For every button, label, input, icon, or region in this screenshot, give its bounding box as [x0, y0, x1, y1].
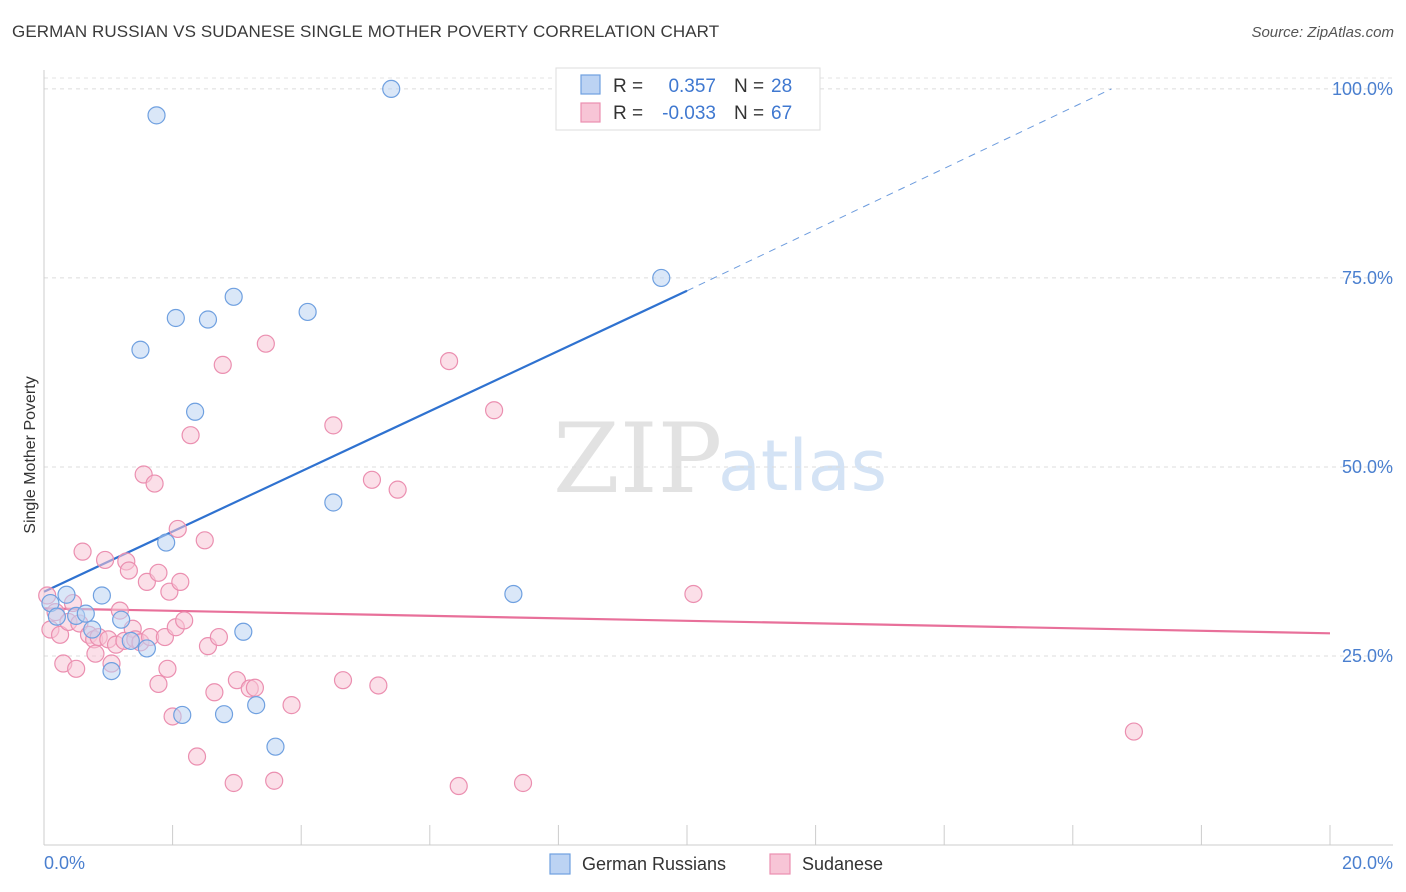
- data-points: [38, 79, 1143, 796]
- point-german-russians-17: [198, 310, 218, 329]
- point-german-russians-4: [76, 604, 95, 623]
- point-german-russians-20: [234, 622, 253, 641]
- point-german-russians-10: [131, 340, 150, 359]
- point-sudanese-45: [213, 355, 232, 374]
- y-tick-label-75: 75.0%: [1342, 268, 1393, 288]
- point-german-russians-6: [92, 586, 111, 605]
- point-german-russians-15: [173, 705, 192, 725]
- point-sudanese-38: [175, 611, 194, 630]
- gridlines: [44, 77, 1393, 657]
- point-sudanese-32: [158, 659, 177, 678]
- point-german-russians-24: [324, 493, 343, 512]
- point-sudanese-12: [86, 644, 105, 663]
- point-sudanese-62: [684, 584, 703, 604]
- point-sudanese-54: [333, 671, 353, 690]
- point-sudanese-9: [73, 542, 92, 561]
- watermark-zip: ZIP: [553, 403, 722, 515]
- point-sudanese-58: [439, 351, 459, 371]
- point-sudanese-40: [187, 747, 207, 766]
- legend-n-label-2: N =: [734, 103, 764, 124]
- point-german-russians-7: [102, 661, 121, 681]
- bottom-legend-swatch-sudanese: [769, 853, 791, 875]
- point-sudanese-51: [265, 771, 284, 790]
- point-german-russians-11: [137, 639, 156, 658]
- x-tick-label-min: 0.0%: [44, 853, 85, 873]
- point-german-russians-18: [214, 705, 234, 724]
- point-sudanese-46: [224, 773, 243, 793]
- legend-swatch-sudanese: [580, 102, 601, 123]
- y-tick-labels: 25.0% 50.0% 75.0% 100.0%: [1332, 79, 1393, 666]
- y-tick-label-25: 25.0%: [1342, 646, 1393, 666]
- source-credit: Source: ZipAtlas.com: [1251, 24, 1394, 41]
- point-german-russians-2: [57, 585, 76, 604]
- y-tick-label-100: 100.0%: [1332, 79, 1393, 99]
- point-german-russians-1: [47, 607, 66, 626]
- trend-lines: [43, 88, 1331, 635]
- point-german-russians-27: [652, 268, 671, 288]
- y-axis-label: Single Mother Poverty: [22, 376, 39, 533]
- point-sudanese-50: [256, 334, 275, 353]
- point-sudanese-30: [149, 674, 168, 694]
- trend-line-german-russians-extension: [686, 88, 1112, 292]
- point-german-russians-8: [112, 610, 131, 629]
- trend-line-sudanese: [43, 607, 1331, 635]
- point-sudanese-49: [245, 678, 265, 697]
- point-sudanese-39: [181, 426, 200, 445]
- point-sudanese-47: [227, 671, 246, 690]
- point-sudanese-56: [369, 676, 388, 695]
- point-german-russians-22: [266, 737, 285, 756]
- point-sudanese-43: [205, 683, 224, 702]
- point-german-russians-14: [166, 308, 185, 328]
- point-sudanese-59: [449, 776, 468, 796]
- series-legend: German Russians Sudanese: [549, 853, 883, 875]
- point-sudanese-21: [119, 561, 138, 580]
- legend-r-label-2: R =: [613, 103, 643, 124]
- point-german-russians-25: [382, 79, 401, 99]
- bottom-legend-label-german-russians: German Russians: [582, 854, 726, 874]
- trend-line-german-russians: [43, 289, 688, 593]
- point-sudanese-61: [513, 773, 533, 793]
- y-tick-label-50: 50.0%: [1342, 457, 1393, 477]
- point-sudanese-37: [171, 572, 190, 591]
- point-sudanese-63: [1124, 722, 1143, 741]
- point-sudanese-7: [67, 659, 86, 678]
- point-german-russians-21: [247, 696, 266, 715]
- axes: [43, 70, 1393, 846]
- point-german-russians-12: [147, 106, 166, 125]
- bottom-legend-swatch-german-russians: [549, 853, 571, 875]
- watermark-atlas: atlas: [718, 425, 887, 507]
- point-sudanese-36: [168, 519, 187, 539]
- legend-r-label-1: R =: [613, 76, 643, 97]
- point-sudanese-3: [50, 625, 70, 644]
- point-sudanese-57: [388, 480, 407, 499]
- point-sudanese-28: [145, 474, 164, 493]
- point-sudanese-29: [149, 563, 168, 582]
- point-sudanese-14: [95, 550, 115, 570]
- point-german-russians-16: [186, 402, 205, 421]
- point-german-russians-13: [157, 533, 176, 552]
- point-sudanese-52: [282, 696, 301, 715]
- point-sudanese-44: [209, 627, 228, 647]
- legend-r-value-2: -0.033: [662, 103, 716, 124]
- point-sudanese-41: [195, 531, 214, 550]
- legend-n-value-1: 28: [771, 76, 792, 97]
- point-sudanese-55: [362, 470, 382, 489]
- point-sudanese-60: [485, 401, 504, 420]
- correlation-legend: R = 0.357 N = 28 R = -0.033 N = 67: [555, 67, 821, 131]
- legend-n-label-1: N =: [734, 76, 764, 97]
- x-ticks: [172, 825, 1331, 845]
- point-sudanese-53: [324, 416, 343, 435]
- legend-r-value-1: 0.357: [668, 76, 716, 97]
- bottom-legend-label-sudanese: Sudanese: [802, 854, 883, 874]
- chart-title: GERMAN RUSSIAN VS SUDANESE SINGLE MOTHER…: [12, 22, 720, 41]
- point-german-russians-19: [224, 287, 243, 306]
- legend-swatch-german-russians: [580, 74, 601, 95]
- point-german-russians-9: [121, 631, 140, 650]
- x-tick-label-max: 20.0%: [1342, 853, 1393, 873]
- legend-n-value-2: 67: [771, 103, 792, 124]
- point-german-russians-5: [83, 620, 102, 639]
- point-german-russians-26: [504, 584, 523, 604]
- point-german-russians-23: [298, 302, 317, 322]
